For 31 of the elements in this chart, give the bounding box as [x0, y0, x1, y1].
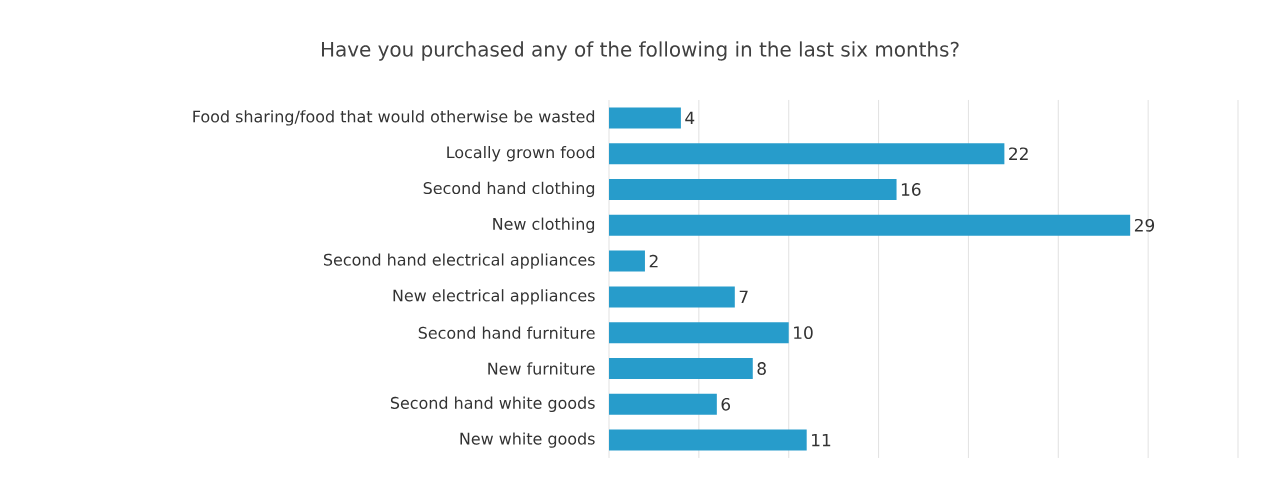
data-label: 11: [812, 433, 831, 447]
bar: [609, 322, 789, 344]
y-tick-label: New furniture: [488, 362, 595, 375]
data-label: 22: [1009, 147, 1028, 160]
y-tick-label: New electrical appliances: [393, 289, 595, 305]
y-tick-label: Second hand furniture: [418, 326, 595, 339]
y-tick-label: Second hand white goods: [390, 396, 595, 412]
bar: [609, 250, 645, 272]
y-tick-label: Locally grown food: [447, 145, 595, 162]
y-tick-label: Food sharing/food that would otherwise be wasted: [193, 110, 595, 126]
bar: [609, 393, 717, 415]
bar: [609, 357, 753, 379]
chart-title: Have you purchased any of the following in the last six months?: [322, 41, 959, 61]
bar: [609, 143, 1005, 165]
data-label: 7: [739, 290, 748, 304]
y-tick-label: Second hand electrical appliances: [323, 253, 595, 269]
data-label: 16: [901, 183, 921, 196]
bar: [609, 107, 681, 129]
data-label: 10: [794, 326, 813, 340]
bar: [609, 214, 1131, 236]
y-tick-label: Second hand clothing: [423, 181, 595, 198]
data-label: 6: [721, 397, 731, 411]
data-label: 2: [649, 254, 658, 268]
bar: [609, 178, 897, 200]
data-label: 29: [1134, 218, 1155, 232]
y-tick-label: New clothing: [493, 217, 595, 233]
bar: [609, 286, 735, 308]
data-label: 4: [685, 111, 695, 125]
bar: [609, 429, 807, 451]
data-label: 8: [757, 362, 766, 375]
y-tick-label: New white goods: [460, 432, 595, 448]
